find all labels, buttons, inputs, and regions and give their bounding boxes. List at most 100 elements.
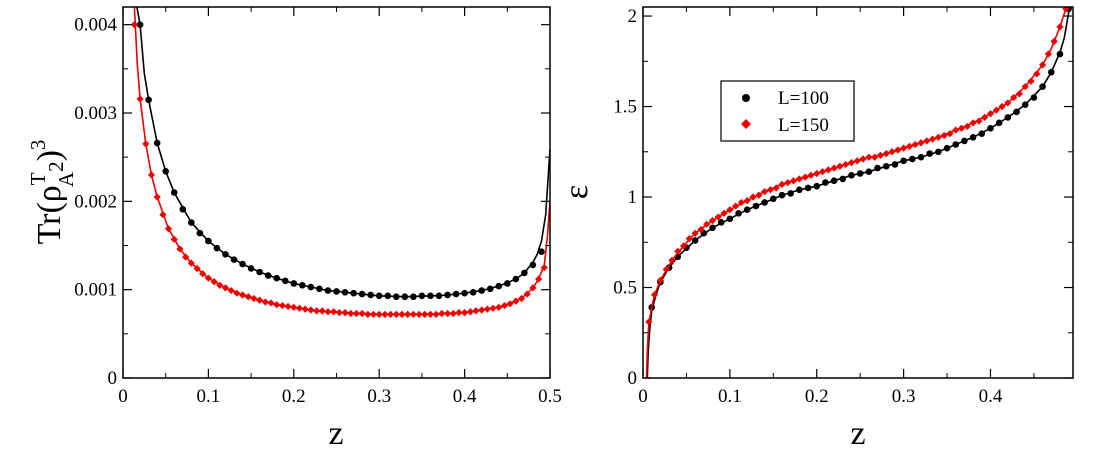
left-series-l150-point (187, 259, 195, 267)
left-series-l150-point (147, 171, 156, 179)
left-series-l150-point (130, 21, 138, 29)
left-series-l100-point (324, 287, 332, 294)
right-series-l150-point (1033, 70, 1041, 78)
right-series-l100-point (865, 168, 873, 175)
right-series-l150-point (703, 220, 711, 228)
right-series-l150-point (691, 229, 699, 237)
left-xtick-label: 0.5 (538, 386, 562, 407)
right-series-l100-point (935, 148, 942, 156)
right-series-l100-point (1030, 94, 1038, 101)
right-series-l100-point (978, 130, 986, 137)
left-series-l150-point (318, 307, 326, 315)
right-series-l100-point (839, 175, 847, 183)
left-series-l150-point (238, 291, 247, 299)
right-series-l150-point (1004, 99, 1012, 107)
right-series-l150-point (778, 180, 786, 188)
left-xtick-label: 0.2 (282, 386, 306, 407)
right-series-l150-point (865, 153, 873, 161)
left-series-l100-point (213, 244, 221, 252)
left-series-l150-point (449, 309, 457, 318)
right-series-l100-point (717, 219, 725, 226)
right-series-l100-point (822, 179, 829, 186)
left-series-l100-point (452, 290, 460, 298)
left-series-l150-point (369, 310, 378, 318)
left-series-l100-point (512, 275, 520, 283)
right-series-l100-point (1056, 50, 1064, 58)
right-series-l150-point (963, 122, 971, 131)
legend-marker-l100 (742, 94, 750, 102)
left-series-l100-fit-line (136, 7, 550, 298)
left-series-l100-point (410, 293, 417, 301)
right-series-l150-point (813, 169, 821, 178)
left-series-l100-point (367, 291, 374, 299)
right-series-l100-point (995, 119, 1003, 127)
right-series-l150-point (755, 191, 763, 199)
right-series-l100-point (778, 191, 786, 199)
right-ytick-label: 2 (628, 6, 638, 27)
right-series-l150-point (917, 139, 925, 147)
right-series-l150-point (645, 318, 653, 326)
right-series-l100-point (804, 184, 812, 192)
legend-label-l150: L=150 (778, 115, 829, 136)
left-series-l100-point (307, 283, 315, 291)
left-series-l150-point (352, 309, 360, 318)
right-series-l150-point (871, 153, 879, 161)
right-series-l150-point (801, 173, 809, 181)
right-series-l150-point (732, 202, 740, 210)
left-series-l150-point (307, 306, 315, 314)
right-series-l150-point (905, 142, 914, 150)
right-series-l150-point (784, 178, 792, 187)
right-series-l100-fit-line (646, 7, 1072, 378)
right-series-l100-point (752, 202, 760, 210)
left-series-l150-point (432, 310, 440, 318)
right-series-l150-point (679, 242, 688, 250)
right-series-l100-point (961, 137, 968, 145)
left-series-l150-point (438, 309, 446, 318)
right-series-l100-point (891, 161, 899, 168)
left-xtick-label: 0.3 (367, 386, 391, 407)
right-series-l100-point (987, 124, 994, 132)
left-series-l150-point (455, 309, 463, 317)
left-series-l150-point (199, 270, 207, 278)
left-series-l100-point (281, 277, 289, 285)
left-series-l100-point (478, 287, 485, 294)
left-series-l100-point (358, 290, 366, 298)
right-series-l150-point (847, 159, 856, 167)
left-series-l100-point (461, 289, 468, 297)
right-series-l100-point (908, 155, 916, 163)
right-series-l150-point (986, 110, 995, 118)
left-series-l100-point (273, 274, 281, 282)
right-ytick-label: 1 (628, 187, 638, 208)
left-series-l150-point (517, 294, 526, 303)
right-series-l150-point (766, 186, 775, 194)
left-series-l100-point (230, 256, 238, 263)
left-ticks (122, 7, 551, 379)
left-series-l150-point (512, 297, 520, 305)
right-series-l100-point (743, 206, 751, 213)
right-series-l150-point (749, 193, 757, 201)
left-series-l100-point (205, 237, 212, 245)
right-series-l150-point (940, 131, 948, 140)
left-series-l100-point (136, 21, 144, 28)
left-series-l150-point (535, 275, 543, 283)
left-series-l100-point (418, 292, 426, 300)
right-series-l150-point (882, 149, 890, 158)
left-series-l100-point (495, 282, 503, 290)
left-xtick-label: 0 (118, 386, 128, 407)
right-chart-panel: 0 0.1 0.2 0.3 0.4 0 0.5 1 1.5 2 z ε L=100 L=150 (558, 6, 1074, 452)
left-series-l150-point (426, 310, 435, 318)
left-series-l150-point (261, 298, 269, 306)
left-series-l100-point (222, 251, 229, 258)
right-series-layer (645, 7, 1072, 378)
right-series-l100-point (874, 164, 881, 172)
right-series-l150-point (737, 198, 746, 207)
left-series-l150-point (142, 140, 150, 148)
left-series-l150-point (461, 309, 469, 317)
right-series-l100-point (969, 134, 977, 141)
left-series-l100-point (529, 261, 537, 269)
right-series-l150-point (650, 291, 659, 299)
right-series-l150-point (894, 146, 902, 154)
left-series-l150-point (478, 306, 486, 314)
right-series-l150-point (853, 157, 861, 165)
